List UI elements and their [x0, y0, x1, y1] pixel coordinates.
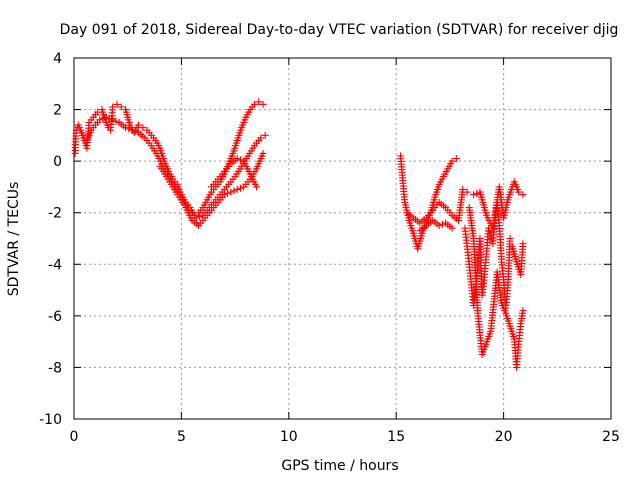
grid [74, 58, 611, 419]
data-point [227, 188, 235, 196]
data-point [236, 184, 244, 192]
x-tick-label: 20 [495, 429, 513, 445]
y-tick-label: 2 [53, 103, 62, 119]
data-point [448, 157, 456, 165]
data-point [257, 134, 265, 142]
data-point [259, 149, 267, 157]
x-tick-label: 25 [602, 429, 620, 445]
data-point [233, 155, 241, 163]
data-point [519, 307, 527, 315]
data-point [473, 189, 481, 197]
data-point [233, 186, 241, 194]
plot-frame [73, 57, 612, 420]
data-point [122, 124, 130, 132]
data-point [196, 213, 204, 221]
data-point [113, 100, 121, 108]
data-point [463, 188, 471, 196]
data-point [230, 187, 238, 195]
data-point [109, 103, 117, 111]
data-point [452, 155, 460, 163]
data-point [470, 191, 478, 199]
data-point [125, 125, 133, 133]
x-tick-label: 15 [387, 429, 405, 445]
data-point [99, 115, 107, 123]
y-tick-label: -6 [48, 309, 62, 325]
y-tick-label: -10 [39, 412, 62, 428]
data-point [131, 127, 139, 135]
y-axis: -10 -8 -6 -4 -2 0 2 4 [39, 51, 611, 428]
x-axis: 0 5 10 15 20 25 [70, 58, 620, 445]
data-point [255, 98, 263, 106]
data-point [134, 121, 142, 129]
data-point [448, 224, 456, 232]
data-point [139, 124, 147, 132]
x-axis-label: GPS time / hours [281, 458, 398, 474]
data-point [435, 222, 443, 230]
y-axis-label: SDTVAR / TECUs [6, 182, 22, 297]
data-point [459, 186, 467, 194]
data-point [220, 191, 228, 199]
data-point [519, 240, 527, 248]
x-tick-label: 0 [70, 429, 79, 445]
y-tick-label: -4 [48, 257, 62, 273]
data-point [109, 116, 117, 124]
data-point [236, 156, 244, 164]
data-point [506, 235, 514, 242]
data-point [105, 115, 113, 123]
data-point [128, 126, 136, 134]
data-point [117, 103, 125, 111]
data-point [224, 189, 232, 197]
data-point [250, 100, 258, 108]
data-point [253, 183, 261, 191]
data-point [515, 188, 523, 196]
data-point [259, 100, 267, 108]
data-point [261, 131, 269, 139]
data-point [102, 113, 110, 121]
data-point [519, 191, 527, 199]
data-points [71, 98, 527, 371]
y-tick-label: 0 [53, 154, 62, 170]
data-point [96, 116, 104, 124]
x-tick-label: 10 [280, 429, 298, 445]
x-tick-label: 5 [177, 429, 186, 445]
data-point [112, 117, 120, 125]
chart-title: Day 091 of 2018, Sidereal Day-to-day VTE… [60, 22, 619, 38]
y-tick-label: -8 [48, 360, 62, 376]
y-tick-label: 4 [53, 51, 62, 67]
y-tick-label: -2 [48, 206, 62, 222]
